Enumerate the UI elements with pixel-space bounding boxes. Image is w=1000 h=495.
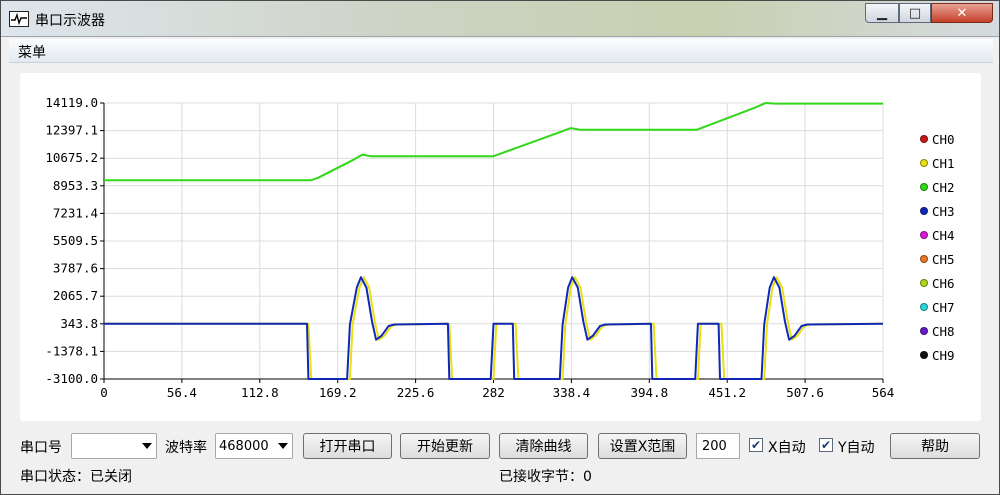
series-line-ch3 [104, 276, 884, 380]
y-tick-label: 14119.0 [45, 95, 98, 110]
x-tick-label: 507.6 [786, 385, 824, 400]
oscilloscope-icon [9, 11, 29, 27]
legend-swatch [920, 159, 928, 167]
menu-item-menu[interactable]: 菜单 [18, 45, 46, 61]
client-area: 14119.0 12397.1 10675.2 8953.3 7231.4 5509.5 3… [9, 63, 993, 489]
x-tick-label: 451.2 [708, 385, 746, 400]
y-tick-label: 343.8 [60, 316, 98, 331]
start-update-button[interactable]: 开始更新 [400, 433, 490, 459]
x-tick-label: 225.6 [397, 385, 435, 400]
x-tick-labels: 0 56.4 112.8 169.2 225.6 282 338.4 394.8 451.2 50… [100, 385, 894, 400]
legend-item-ch7: CH7 [920, 299, 955, 315]
x-auto-checkbox[interactable]: ✔ [749, 438, 763, 452]
y-tick-label: 8953.3 [53, 178, 98, 193]
legend-swatch [920, 351, 928, 359]
bytes-received-text: 已接收字节：0 [499, 469, 592, 485]
legend-item-ch8: CH8 [920, 323, 955, 339]
y-tick-label: 10675.2 [45, 150, 98, 165]
set-x-range-button[interactable]: 设置X范围 [598, 433, 687, 459]
legend-label: CH7 [932, 299, 955, 315]
series-line-ch2 [104, 102, 883, 182]
y-tick-label: -3100.0 [45, 371, 98, 386]
legend-swatch [920, 303, 928, 311]
legend-label: CH4 [932, 227, 955, 243]
legend-label: CH5 [932, 251, 955, 267]
legend-item-ch6: CH6 [920, 275, 955, 291]
y-auto-checkbox[interactable]: ✔ [819, 438, 833, 452]
port-status-text: 串口状态：已关闭 [20, 469, 132, 485]
legend-item-ch5: CH5 [920, 251, 955, 267]
control-row: 串口号 波特率 468000 打开串口 开始更新 清除曲线 设置X范围 200 … [9, 431, 993, 459]
x-range-input[interactable]: 200 [696, 433, 740, 459]
legend-swatch [920, 207, 928, 215]
legend-label: CH0 [932, 131, 955, 147]
close-button[interactable]: ✕ [931, 3, 993, 23]
legend-swatch [920, 183, 928, 191]
legend-label: CH3 [932, 203, 955, 219]
x-tick-label: 338.4 [553, 385, 591, 400]
y-tick-labels: 14119.0 12397.1 10675.2 8953.3 7231.4 5509.5 3… [45, 95, 98, 386]
x-tick-label: 0 [100, 385, 108, 400]
x-tick-label: 112.8 [241, 385, 279, 400]
legend-item-ch4: CH4 [920, 227, 955, 243]
close-icon: ✕ [956, 5, 968, 21]
x-tick-label: 394.8 [630, 385, 668, 400]
oscilloscope-chart: 14119.0 12397.1 10675.2 8953.3 7231.4 5509.5 3… [45, 95, 894, 400]
open-port-button[interactable]: 打开串口 [303, 433, 392, 459]
baud-select-value: 468000 [219, 439, 269, 454]
legend-label: CH8 [932, 323, 955, 339]
y-tick-label: 7231.4 [53, 205, 98, 220]
checkmark-icon: ✔ [820, 438, 832, 452]
legend-swatch [920, 327, 928, 335]
title-bar: 串口示波器 ▁ □ ✕ [1, 1, 999, 37]
y-auto-label: Y自动 [838, 440, 875, 456]
x-tick-label: 564 [872, 385, 895, 400]
x-tick-label: 282 [482, 385, 505, 400]
chevron-down-icon [142, 443, 152, 449]
series-line-ch1 [104, 276, 884, 380]
minimize-icon: ▁ [877, 5, 887, 21]
plot-panel: 14119.0 12397.1 10675.2 8953.3 7231.4 5509.5 3… [20, 73, 981, 421]
legend-label: CH1 [932, 155, 955, 171]
status-bar: 串口状态：已关闭 已接收字节：0 [9, 463, 993, 487]
legend-item-ch2: CH2 [920, 179, 955, 195]
legend-label: CH9 [932, 347, 955, 363]
window-title: 串口示波器 [35, 13, 105, 29]
checkmark-icon: ✔ [750, 438, 762, 452]
legend-item-ch0: CH0 [920, 131, 955, 147]
maximize-icon: □ [908, 5, 922, 21]
baud-select[interactable]: 468000 [215, 433, 293, 459]
chart-grid [100, 102, 884, 383]
port-label: 串口号 [20, 440, 62, 456]
baud-label: 波特率 [165, 440, 207, 456]
legend-item-ch3: CH3 [920, 203, 955, 219]
legend-item-ch9: CH9 [920, 347, 955, 363]
port-select[interactable] [71, 433, 157, 459]
menu-bar: 菜单 [9, 39, 993, 63]
chevron-down-icon [278, 443, 288, 449]
maximize-button[interactable]: □ [899, 3, 931, 23]
legend-label: CH6 [932, 275, 955, 291]
legend-swatch [920, 135, 928, 143]
y-tick-label: 5509.5 [53, 233, 98, 248]
legend-swatch [920, 231, 928, 239]
y-tick-label: 2065.7 [53, 288, 98, 303]
y-tick-label: 12397.1 [45, 123, 98, 138]
x-tick-label: 56.4 [167, 385, 197, 400]
legend-label: CH2 [932, 179, 955, 195]
legend-item-ch1: CH1 [920, 155, 955, 171]
x-auto-label: X自动 [768, 440, 806, 456]
help-button[interactable]: 帮助 [890, 433, 980, 459]
minimize-button[interactable]: ▁ [865, 3, 899, 23]
x-tick-label: 169.2 [319, 385, 357, 400]
clear-curves-button[interactable]: 清除曲线 [499, 433, 588, 459]
legend-swatch [920, 279, 928, 287]
series-lines [104, 102, 884, 380]
y-tick-label: -1378.1 [45, 343, 98, 358]
legend-swatch [920, 255, 928, 263]
y-tick-label: 3787.6 [53, 261, 98, 276]
